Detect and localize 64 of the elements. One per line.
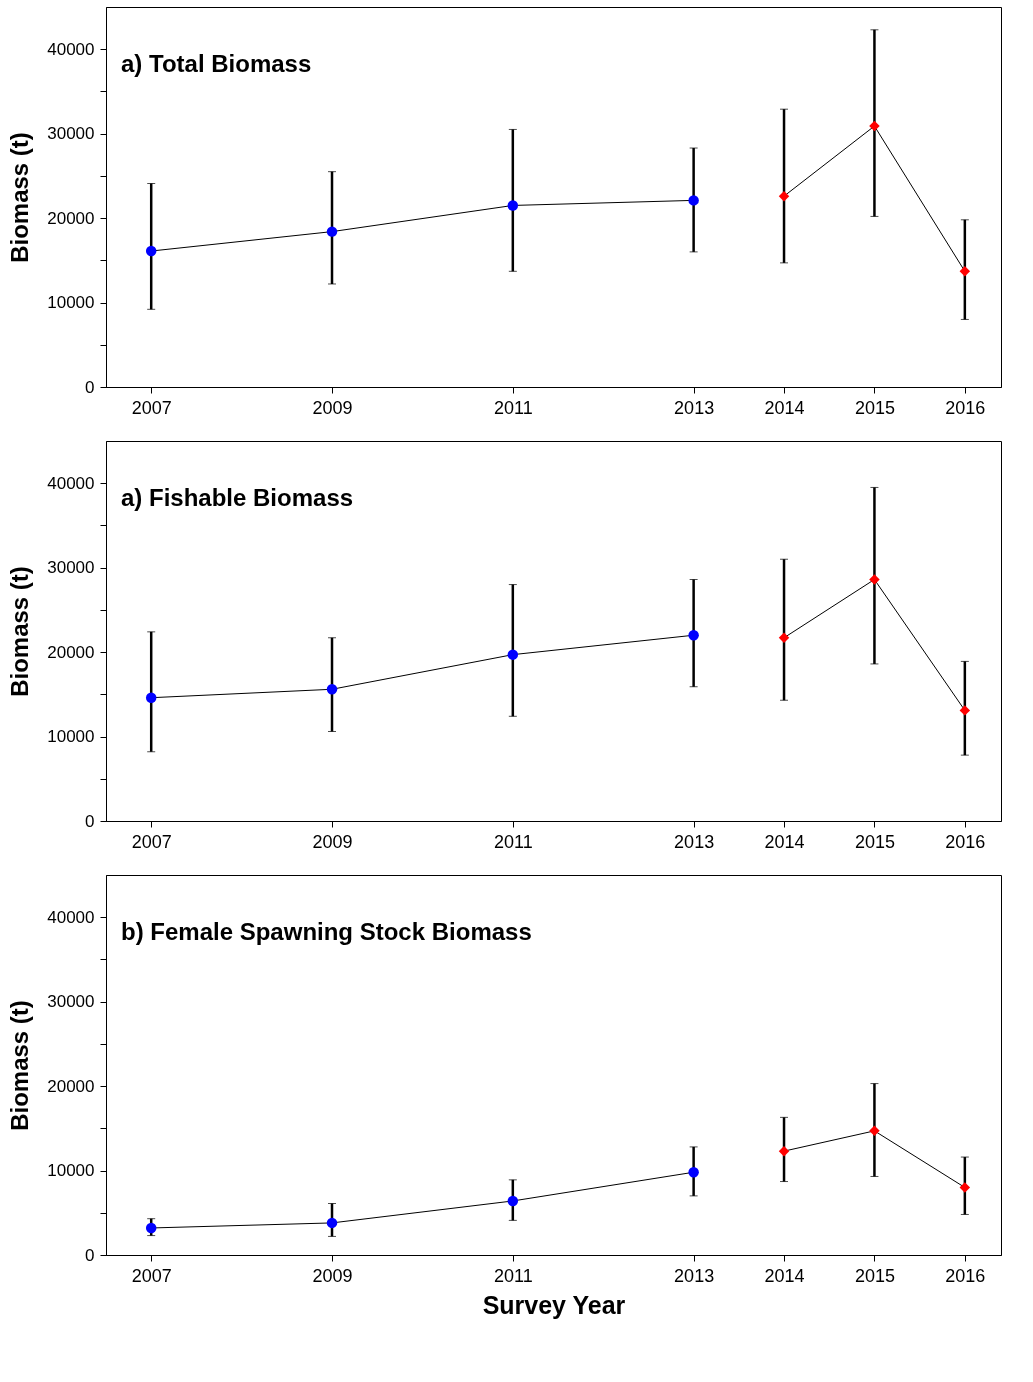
point [145, 692, 157, 703]
x-tick-label: 2013 [674, 397, 715, 418]
y-tick-label: 20000 [47, 1076, 95, 1096]
x-tick-label: 2014 [764, 397, 805, 418]
point [326, 226, 338, 237]
point [869, 574, 880, 585]
x-tick-label: 2013 [674, 831, 715, 852]
point [145, 1222, 157, 1234]
y-tick-label: 30000 [47, 124, 95, 144]
y-tick-label: 0 [85, 811, 95, 831]
y-tick-label: 10000 [47, 293, 95, 313]
point [507, 1195, 519, 1207]
x-tick-label: 2016 [945, 397, 986, 418]
x-tick-label: 2007 [131, 1265, 172, 1286]
point [688, 629, 699, 641]
point [778, 190, 790, 202]
x-tick-label: 2016 [945, 831, 986, 852]
y-tick-label: 40000 [47, 907, 95, 927]
y-tick-label: 20000 [47, 642, 95, 662]
point [959, 705, 971, 716]
x-tick-label: 2007 [131, 831, 172, 852]
y-tick-label: 0 [85, 377, 95, 397]
x-tick-label: 2015 [854, 397, 895, 418]
y-axis-title: Biomass (t) [6, 1000, 34, 1131]
point [145, 245, 157, 257]
x-tick-label: 2007 [131, 397, 172, 418]
x-tick-label: 2011 [493, 1265, 533, 1286]
y-tick-label: 40000 [47, 473, 95, 493]
point [688, 195, 699, 206]
point [869, 1125, 880, 1137]
x-tick-label: 2015 [854, 831, 895, 852]
point [869, 120, 880, 132]
point [507, 200, 519, 211]
x-tick-label: 2011 [493, 397, 533, 418]
y-tick-label: 10000 [47, 727, 95, 747]
point [326, 684, 338, 695]
text: a) Total Biomass [121, 50, 312, 77]
x-axis-title: Survey Year [482, 1290, 626, 1319]
point [959, 1182, 971, 1193]
x-tick-label: 2011 [493, 831, 533, 852]
point [326, 1217, 338, 1229]
point [507, 649, 519, 660]
x-tick-label: 2016 [945, 1265, 986, 1286]
y-tick-label: 0 [85, 1245, 95, 1265]
x-tick-label: 2009 [312, 831, 353, 852]
y-tick-label: 10000 [47, 1161, 95, 1181]
y-axis-title: Biomass (t) [6, 132, 34, 263]
point [688, 1167, 699, 1178]
x-tick-label: 2014 [764, 831, 805, 852]
point [778, 1145, 790, 1157]
point [778, 632, 790, 643]
y-tick-label: 40000 [47, 39, 95, 59]
point [959, 266, 971, 277]
x-tick-label: 2014 [764, 1265, 805, 1286]
text: a) Fishable Biomass [121, 484, 354, 511]
y-tick-label: 20000 [47, 208, 95, 228]
x-tick-label: 2009 [312, 1265, 353, 1286]
y-tick-label: 30000 [47, 992, 95, 1012]
x-tick-label: 2009 [312, 397, 353, 418]
x-tick-label: 2015 [854, 1265, 895, 1286]
y-axis-title: Biomass (t) [6, 566, 34, 697]
y-tick-label: 30000 [47, 558, 95, 578]
text: b) Female Spawning Stock Biomass [121, 918, 532, 945]
x-tick-label: 2013 [674, 1265, 715, 1286]
